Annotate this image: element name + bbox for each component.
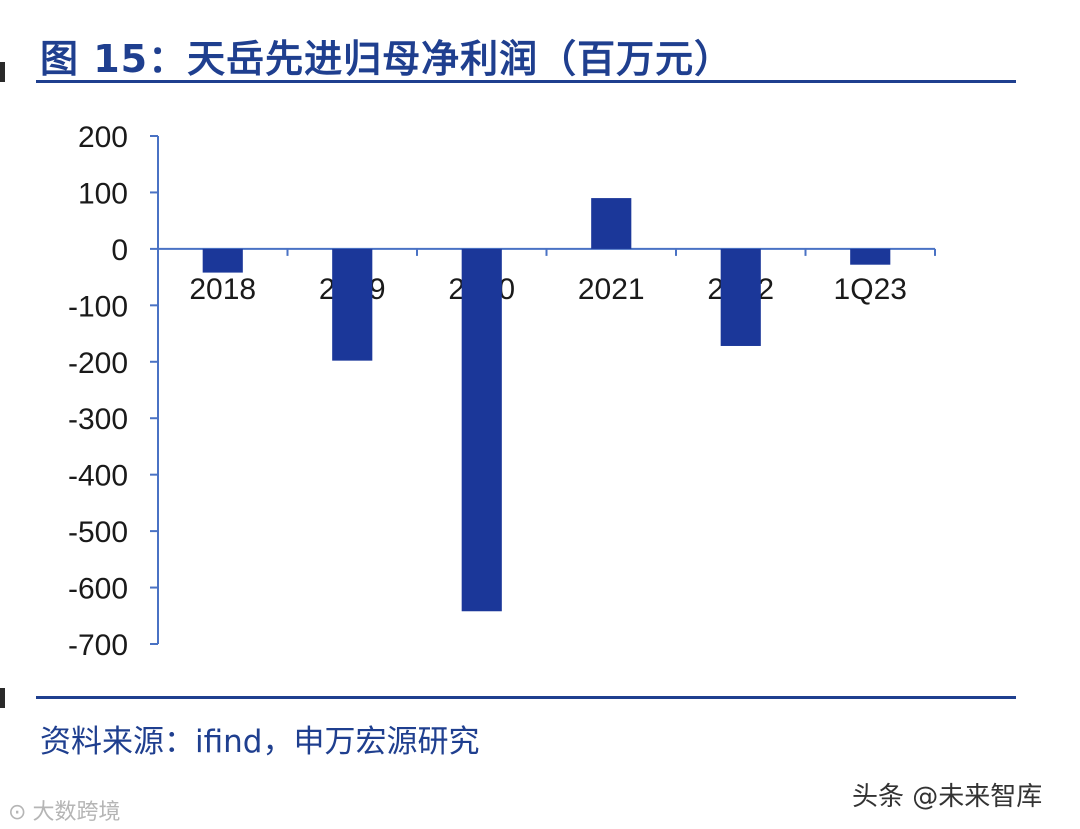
chart-labels: 200 100 0 -100 -200 -300 -400 -500 -600 -700 2018 2…	[68, 121, 907, 662]
left-edge-mark-bottom	[0, 688, 5, 708]
footer-rule	[36, 696, 1016, 699]
x-category-label: 1Q23	[834, 273, 907, 306]
bar-2018	[202, 248, 243, 273]
bar-2019	[332, 248, 373, 361]
chart-axes	[150, 135, 936, 645]
y-tick-label: -600	[68, 573, 128, 606]
title-rule	[36, 80, 1016, 83]
y-tick-label: 100	[78, 177, 128, 210]
y-tick-label: 200	[78, 121, 128, 154]
brand-logo-icon: ⊙	[8, 800, 27, 825]
watermark-brand-text: 大数跨境	[32, 800, 121, 825]
x-category-label: 2018	[189, 273, 256, 306]
x-category-label: 2021	[578, 273, 645, 306]
bar-2020	[461, 248, 502, 612]
y-tick-label: -500	[68, 516, 128, 549]
left-edge-mark-top	[0, 62, 5, 82]
y-tick-label: -100	[68, 290, 128, 323]
y-tick-label: -700	[68, 629, 128, 662]
y-tick-label: -400	[68, 460, 128, 493]
y-tick-label: -300	[68, 403, 128, 436]
bar-2022	[720, 248, 761, 346]
watermark-brand: ⊙ 大数跨境	[8, 794, 120, 826]
source-note: 资料来源：ifind，申万宏源研究	[40, 724, 480, 760]
chart-bars	[202, 198, 891, 612]
bar-2021	[591, 198, 632, 249]
figure-title: 图 15：天岳先进归母净利润（百万元）	[40, 37, 734, 81]
bar-1Q23	[850, 248, 891, 265]
y-tick-label: 0	[111, 234, 128, 267]
watermark-toutiao: 头条 @未来智库	[852, 782, 1043, 812]
y-tick-label: -200	[68, 347, 128, 380]
